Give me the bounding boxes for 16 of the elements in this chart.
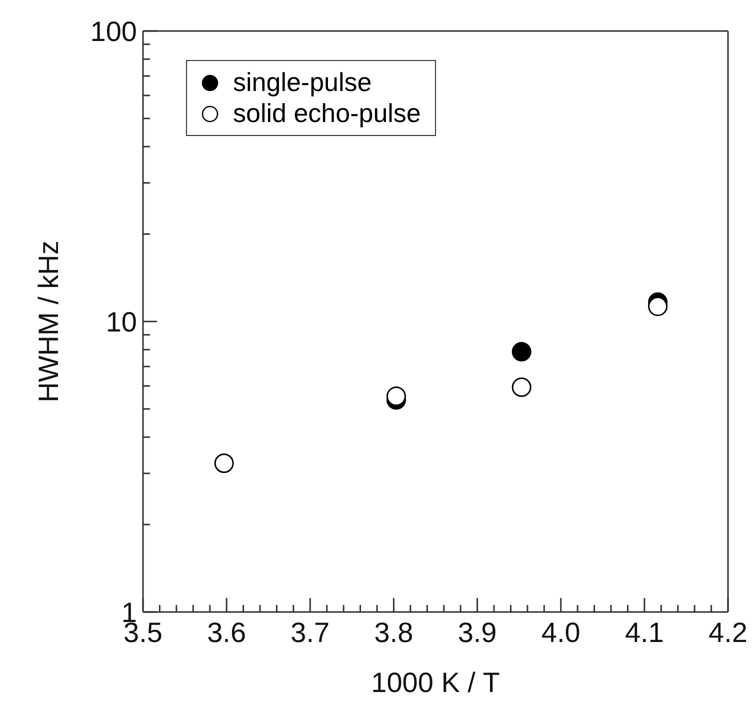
y-tick-label: 100	[90, 16, 137, 47]
point	[386, 386, 406, 406]
x-tick-label: 3.8	[374, 617, 414, 648]
x-tick-label: 3.9	[458, 617, 497, 648]
x-tick-label: 4.0	[541, 617, 580, 648]
point	[648, 296, 668, 316]
x-tick-label: 4.2	[708, 617, 748, 648]
y-tick-label: 10	[106, 306, 137, 338]
point	[512, 342, 532, 362]
legend-label: solid echo-pulse	[233, 98, 421, 129]
x-axis-title: 1000 K / T	[371, 667, 500, 698]
x-tick-label: 4.1	[624, 617, 664, 648]
y-axis-title: HWHM / kHz	[32, 240, 64, 402]
x-tick-label: 3.6	[207, 617, 246, 648]
legend-label: single-pulse	[233, 67, 372, 98]
x-tick-label: 3.7	[290, 617, 330, 648]
